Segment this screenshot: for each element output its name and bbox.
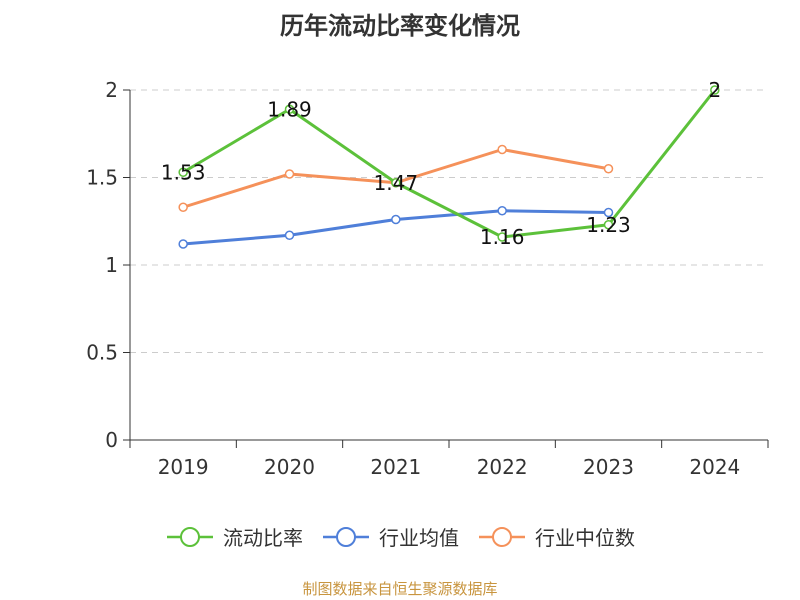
y-tick-label: 0 bbox=[105, 428, 118, 452]
source-note: 制图数据来自恒生聚源数据库 bbox=[302, 580, 498, 598]
legend-marker bbox=[323, 526, 369, 547]
y-tick-label: 1 bbox=[105, 253, 118, 277]
x-tick-label: 2022 bbox=[477, 455, 528, 479]
x-tick-label: 2020 bbox=[264, 455, 315, 479]
data-point bbox=[603, 220, 614, 230]
data-label: 1.16 bbox=[480, 225, 525, 249]
y-tick-label: 0.5 bbox=[86, 341, 118, 365]
legend: 流动比率 行业均值 行业中位数 bbox=[0, 522, 800, 551]
data-point bbox=[391, 214, 401, 225]
legend-item[interactable]: 流动比率 bbox=[165, 522, 303, 551]
data-label: 1.53 bbox=[161, 160, 206, 184]
data-point bbox=[497, 206, 507, 216]
data-point bbox=[178, 239, 188, 249]
x-tick-label: 2019 bbox=[158, 455, 209, 479]
y-tick-label: 2 bbox=[105, 78, 118, 102]
data-point bbox=[497, 232, 507, 242]
data-point bbox=[284, 169, 295, 179]
data-point bbox=[178, 167, 188, 177]
data-point bbox=[284, 104, 295, 114]
legend-marker bbox=[479, 526, 525, 547]
data-label: 1.47 bbox=[374, 171, 419, 195]
data-point bbox=[603, 207, 614, 218]
data-label: 2 bbox=[708, 78, 721, 102]
legend-item[interactable]: 行业均值 bbox=[321, 522, 459, 551]
y-tick-label: 1.5 bbox=[86, 166, 118, 190]
data-point bbox=[603, 164, 614, 174]
x-tick-label: 2021 bbox=[370, 455, 421, 479]
data-point bbox=[710, 85, 720, 95]
legend-label: 行业均值 bbox=[379, 526, 459, 550]
data-point bbox=[284, 230, 295, 240]
data-point bbox=[391, 178, 401, 188]
legend-item[interactable]: 行业中位数 bbox=[477, 522, 635, 551]
data-label: 1.89 bbox=[267, 97, 312, 121]
legend-label: 流动比率 bbox=[223, 526, 303, 550]
data-label: 1.23 bbox=[586, 213, 631, 237]
x-tick-label: 2023 bbox=[583, 455, 634, 479]
series-line-0 bbox=[182, 89, 717, 239]
chart-title: 历年流动比率变化情况 bbox=[280, 12, 520, 40]
legend-marker bbox=[167, 526, 213, 547]
legend-label: 行业中位数 bbox=[535, 526, 635, 550]
data-point bbox=[178, 202, 188, 212]
x-tick-label: 2024 bbox=[689, 455, 740, 479]
data-point bbox=[497, 144, 507, 155]
